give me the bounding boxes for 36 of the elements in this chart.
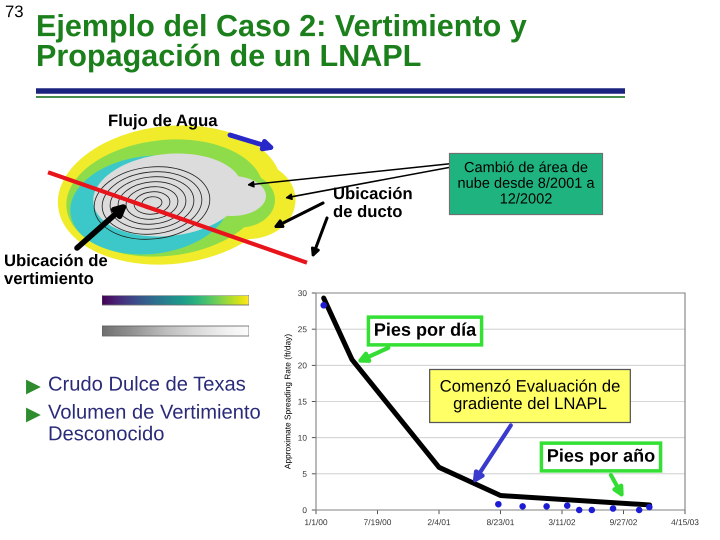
- annotation: Comenzó Evaluación de gradiente del LNAPL: [440, 379, 620, 412]
- x-tick-label: 3/11/02: [548, 519, 576, 526]
- text: Cambió de área de nube desde 8/2001 a 12/2002: [458, 161, 595, 204]
- y-axis-title: Approximate Spreading Rate (ft/day): [284, 334, 292, 470]
- point: [576, 506, 582, 514]
- point: [495, 500, 502, 508]
- text: 73: [6, 5, 23, 18]
- x-tick-label: 8/23/01: [486, 519, 514, 526]
- point: [543, 503, 550, 510]
- text: Flujo de Agua: [109, 114, 218, 130]
- y-tick-label: 25: [298, 326, 307, 332]
- y-tick-label: 20: [298, 362, 307, 368]
- x-tick-label: 7/19/00: [364, 519, 392, 526]
- x-tick-label: 2/4/01: [428, 519, 450, 526]
- point: [646, 504, 653, 510]
- point: [610, 505, 616, 512]
- point: [636, 506, 642, 514]
- y-tick-label: 10: [298, 434, 307, 441]
- point: [588, 506, 596, 514]
- x-tick-label: 1/1/00: [305, 519, 328, 526]
- annotation: Pies por año: [548, 448, 654, 466]
- point: [564, 502, 570, 509]
- text: Ubicación de ducto: [334, 186, 412, 218]
- y-tick-label: 30: [298, 290, 307, 296]
- text: Crudo Dulce de Texas: [49, 376, 246, 391]
- point: [519, 503, 526, 510]
- point: [320, 302, 327, 309]
- text: Ubicación de vertimiento: [4, 254, 108, 284]
- x-tick-label: 4/15/03: [671, 519, 699, 526]
- x-tick-label: 9/27/02: [610, 519, 637, 526]
- y-tick-label: 15: [298, 398, 307, 405]
- annotation: Pies por día: [375, 322, 476, 340]
- y-tick-label: 0: [302, 507, 307, 514]
- chart-title: Ejemplo del Caso 2: Vertimiento y Propagación de un LNAPL: [38, 14, 527, 72]
- y-tick-label: 5: [302, 471, 307, 477]
- text: Volumen de Vertimiento Desconocido: [48, 404, 260, 440]
